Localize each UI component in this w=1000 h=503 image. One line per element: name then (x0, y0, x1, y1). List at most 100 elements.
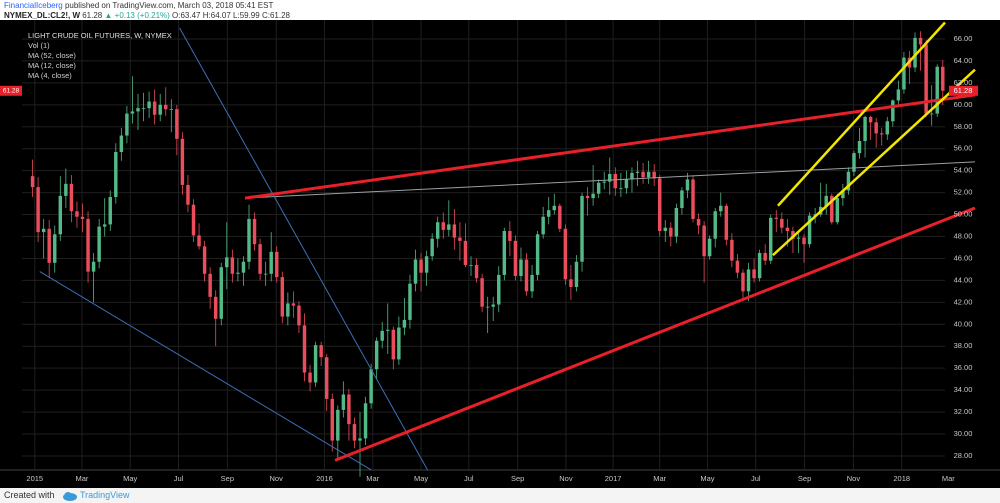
candle-body (324, 357, 329, 399)
candle-body (241, 261, 246, 273)
candle-body (596, 182, 601, 194)
candle-body (574, 261, 579, 287)
candle-body (652, 171, 656, 179)
candle-body (852, 153, 856, 172)
price-tag (949, 85, 978, 96)
y-tick-label: 44.00 (954, 275, 973, 284)
candle-body (252, 218, 257, 245)
symbol-line: NYMEX_DL:CL2!, W 61.28 ▲ +0.13 (+0.21%) … (4, 11, 290, 21)
candle-body (891, 100, 895, 122)
candle-body (213, 296, 218, 319)
candle-body (80, 216, 85, 219)
candle-body (546, 210, 551, 217)
candle-body (164, 104, 168, 110)
candle-body (774, 217, 778, 219)
candle-body (458, 237, 462, 241)
candle-body (186, 184, 190, 205)
candle-body (236, 272, 240, 274)
candle-body (336, 409, 340, 441)
candle-body (447, 224, 451, 230)
candle-body (785, 227, 790, 232)
x-tick-label: Sep (511, 474, 524, 483)
candle-body (352, 424, 357, 441)
x-tick-label: Nov (270, 474, 284, 483)
trend-line (777, 21, 946, 207)
candle-body (286, 303, 290, 317)
candle-body (608, 173, 612, 182)
x-tick-label: Mar (653, 474, 666, 483)
candle-body (896, 89, 901, 101)
candle-body (297, 305, 301, 326)
header-line: FinancialIceberg published on TradingVie… (4, 1, 273, 11)
x-tick-label: May (700, 474, 714, 483)
candle-body (846, 171, 851, 191)
candle-body (202, 246, 207, 274)
candle-body (674, 207, 679, 237)
author-link[interactable]: FinancialIceberg (4, 1, 63, 10)
candle-body (258, 244, 262, 274)
x-tick-label: May (123, 474, 137, 483)
ohlc-label: O: (172, 11, 181, 20)
candle-body (802, 237, 806, 245)
candle-body (208, 273, 212, 297)
candle-body (902, 57, 906, 90)
candle-body (885, 121, 889, 135)
candle-body (880, 133, 884, 135)
candle-body (147, 101, 151, 109)
candle-body (863, 116, 867, 142)
chart: 28.00 30.00 32.00 34.00 36.00 38.00 40.00 42.00… (0, 20, 1000, 488)
x-tick-label: 2015 (26, 474, 43, 483)
price-tag (0, 85, 22, 96)
candle-body (114, 152, 118, 197)
y-tick-label: 54.00 (954, 166, 973, 175)
candle-body (680, 190, 684, 208)
candle-body (591, 193, 595, 199)
candle-body (474, 265, 479, 279)
candle-body (280, 277, 285, 317)
trend-line (244, 93, 976, 200)
candle-body (152, 101, 157, 115)
candle-body (219, 267, 223, 319)
y-tick-label: 52.00 (954, 188, 973, 197)
y-tick-label: 28.00 (954, 451, 973, 460)
candle-body (924, 44, 928, 114)
candle-body (824, 195, 828, 207)
x-tick-label: May (414, 474, 428, 483)
candle-body (169, 109, 174, 111)
candle-body (47, 228, 51, 263)
candle-body (530, 274, 534, 292)
candle-body (835, 198, 840, 223)
candle-body (918, 37, 923, 45)
candle-body (175, 109, 179, 139)
footer-brand[interactable]: TradingView (80, 490, 130, 500)
labels: 28.00 30.00 32.00 34.00 36.00 38.00 40.00 42.00… (0, 31, 978, 483)
candle-body (247, 218, 251, 262)
candle-body (380, 330, 384, 341)
candle-body (130, 111, 135, 114)
candle-body (319, 345, 323, 358)
candle-body (730, 239, 734, 261)
y-tick-label: 64.00 (954, 56, 973, 65)
x-tick-label: Mar (366, 474, 379, 483)
candle-body (558, 205, 562, 229)
candle-body (330, 398, 334, 441)
candle-body (402, 319, 407, 328)
candle-body (69, 183, 74, 212)
y-tick-label: 32.00 (954, 407, 973, 416)
footer-text: Created with (4, 490, 55, 500)
candle-body (796, 237, 801, 239)
ohlc-value: 64.07 (210, 11, 231, 20)
candle-body (341, 394, 346, 410)
y-tick-label: 36.00 (954, 363, 973, 372)
y-tick-label: 38.00 (954, 341, 973, 350)
ohlc-label: C: (261, 11, 270, 20)
chart-title: LIGHT CRUDE OIL FUTURES, W, NYMEX (28, 31, 172, 40)
candle-body (757, 252, 762, 279)
x-tick-label: Nov (847, 474, 861, 483)
candle-body (868, 116, 873, 123)
candle-body (408, 283, 412, 320)
candle-body (430, 238, 434, 257)
candle-body (419, 259, 423, 273)
candle-body (513, 240, 518, 276)
candle-body (541, 216, 545, 235)
